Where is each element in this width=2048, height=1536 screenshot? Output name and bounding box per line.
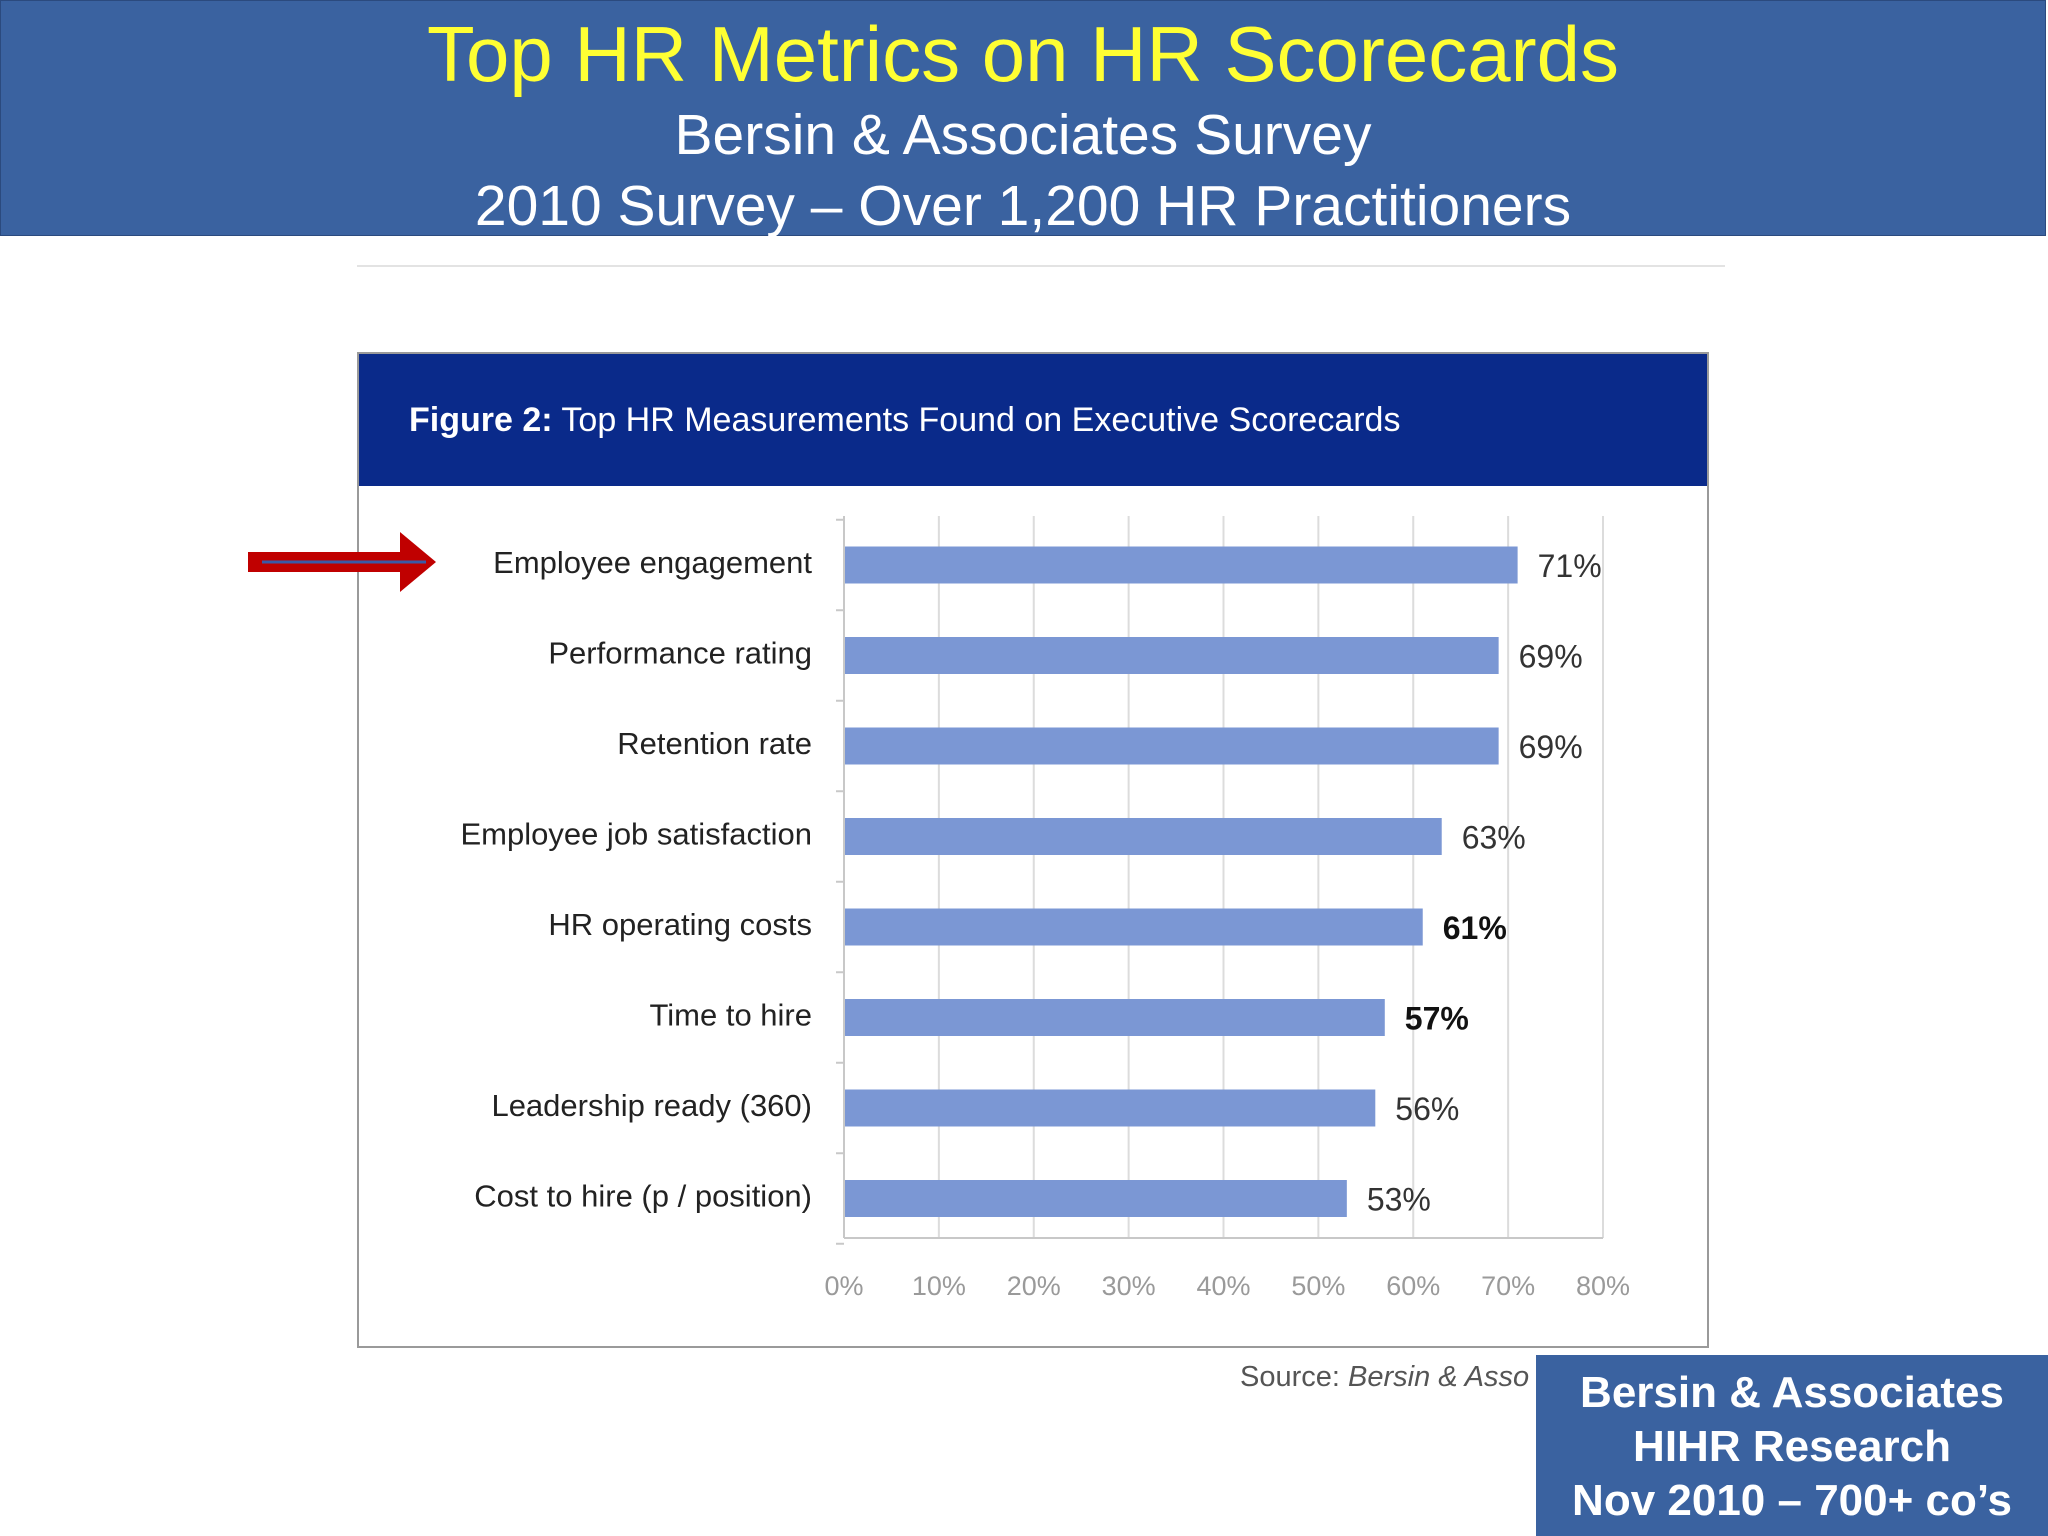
- value-label: 71%: [1538, 548, 1602, 584]
- x-tick-label: 50%: [1291, 1271, 1345, 1301]
- figure-caption-number: Figure 2:: [409, 401, 553, 439]
- bar-chart: 0% 10% 20% 30% 40% 50% 60% 70% 80% Employee engag…: [460, 516, 1630, 1301]
- divider-line: [357, 265, 1725, 267]
- stamp-line-1: Bersin & Associates: [1580, 1368, 2004, 1417]
- bar: [845, 999, 1385, 1036]
- x-tick-label: 60%: [1386, 1271, 1440, 1301]
- slide-subtitle-survey: Bersin & Associates Survey: [674, 103, 1372, 167]
- value-label: 53%: [1367, 1182, 1431, 1218]
- category-label: Retention rate: [617, 726, 812, 761]
- category-label: Cost to hire (p / position): [474, 1179, 812, 1214]
- figure-panel: Figure 2: Top HR Measurements Found on E…: [357, 352, 1709, 1348]
- x-tick-label: 40%: [1196, 1271, 1250, 1301]
- value-label: 63%: [1462, 820, 1526, 856]
- x-tick-label: 80%: [1576, 1271, 1630, 1301]
- stamp-line-2: HIHR Research: [1633, 1422, 1951, 1471]
- stamp-line-3: Nov 2010 – 700+ co’s: [1572, 1476, 2012, 1525]
- bar: [845, 1089, 1376, 1127]
- figure-header: Figure 2: Top HR Measurements Found on E…: [359, 354, 1707, 486]
- bar: [845, 727, 1499, 765]
- source-note: Source: Bersin & Asso: [1240, 1361, 1529, 1394]
- x-tick-label: 0%: [824, 1271, 863, 1301]
- source-text: Bersin & Asso: [1348, 1361, 1530, 1393]
- x-tick-label: 10%: [912, 1271, 966, 1301]
- slide-subtitle-practitioners: 2010 Survey – Over 1,200 HR Practitioner…: [474, 174, 1572, 238]
- x-tick-label: 30%: [1102, 1271, 1156, 1301]
- figure-caption: Figure 2: Top HR Measurements Found on E…: [409, 398, 1400, 442]
- category-label: Leadership ready (360): [491, 1088, 812, 1123]
- x-tick-label: 70%: [1481, 1271, 1535, 1301]
- bar: [845, 546, 1518, 584]
- category-label: Employee job satisfaction: [460, 817, 812, 852]
- bar: [845, 637, 1499, 674]
- category-label: Performance rating: [548, 636, 812, 671]
- research-stamp: Bersin & Associates HIHR Research Nov 20…: [1536, 1355, 2048, 1536]
- x-tick-label: 20%: [1007, 1271, 1061, 1301]
- value-label: 69%: [1519, 729, 1583, 765]
- slide-header: Top HR Metrics on HR Scorecards Bersin &…: [0, 0, 2046, 238]
- value-label: 69%: [1519, 639, 1583, 675]
- category-label: Time to hire: [649, 998, 812, 1033]
- category-label: Employee engagement: [493, 545, 812, 580]
- source-label: Source:: [1240, 1361, 1340, 1393]
- value-label: 61%: [1443, 910, 1507, 946]
- value-label: 56%: [1395, 1091, 1459, 1127]
- category-label: HR operating costs: [548, 907, 812, 942]
- figure-caption-text: Top HR Measurements Found on Executive S…: [552, 401, 1401, 439]
- bar: [845, 1180, 1347, 1217]
- bar: [845, 908, 1423, 946]
- highlight-arrow-icon: [248, 532, 436, 592]
- slide-title: Top HR Metrics on HR Scorecards: [426, 10, 1619, 98]
- value-label: 57%: [1405, 1001, 1469, 1037]
- bar: [845, 818, 1442, 855]
